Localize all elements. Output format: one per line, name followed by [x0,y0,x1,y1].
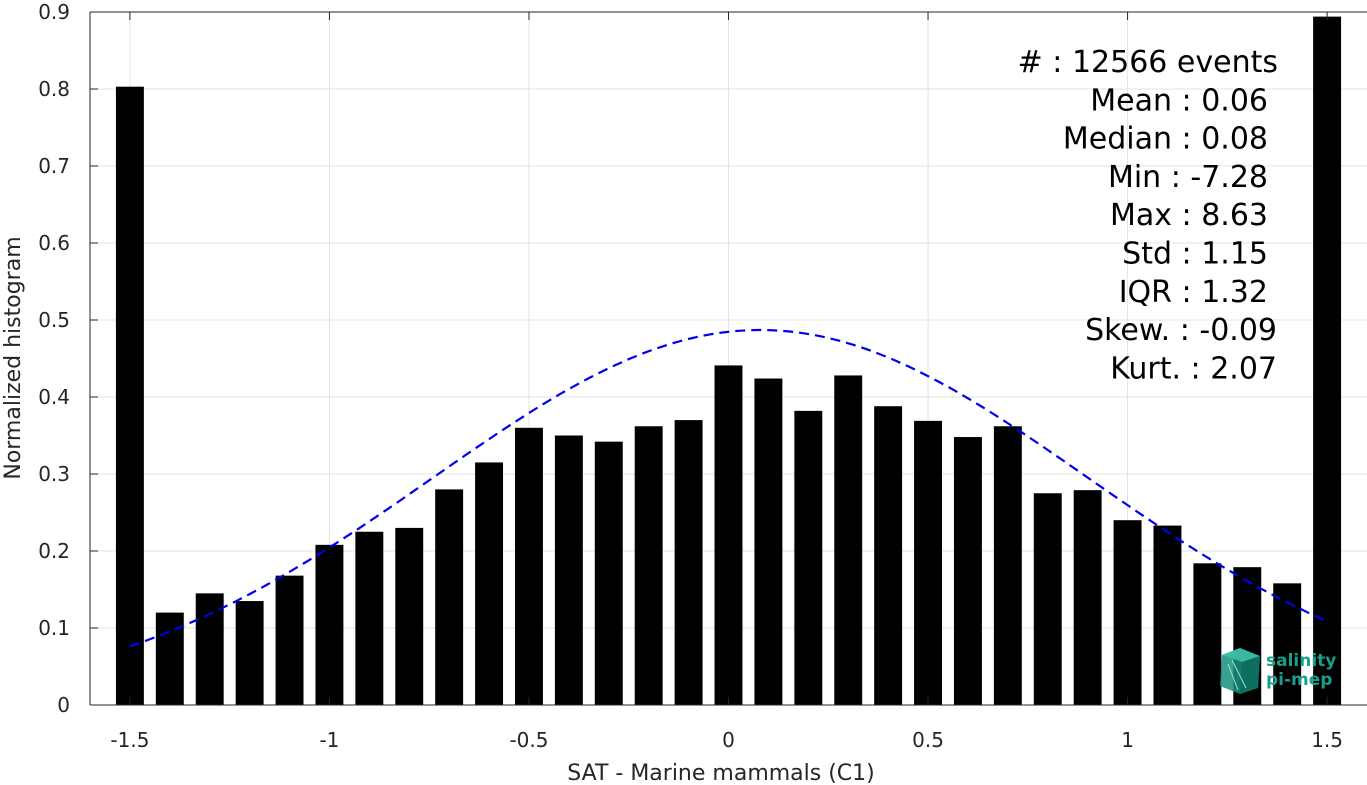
histogram-bar [395,527,424,705]
stats-line: Median : 0.08 [1063,122,1268,157]
stats-line: Std : 1.15 [1122,237,1268,272]
stats-line: Max : 8.63 [1110,198,1268,233]
histogram-bar [1113,520,1142,705]
y-tick-label: 0 [57,693,70,717]
histogram-bar [674,420,703,705]
x-tick-label: -0.5 [509,728,548,752]
y-tick-label: 0.8 [38,77,70,101]
y-tick-label: 0.9 [38,0,70,24]
histogram-bar [515,427,543,705]
stats-line: Skew. : -0.09 [1085,313,1277,348]
histogram-bar [993,426,1022,705]
histogram-bar [953,437,982,705]
x-tick-label: 0 [722,728,735,752]
fit-curve-layer [129,328,1328,648]
histogram-bar [554,435,583,705]
histogram-bar [1153,525,1182,705]
y-tick-label: 0.6 [38,231,70,255]
histogram-bar [355,531,384,705]
histogram-bar [475,462,504,705]
logo-cube-icon [1220,648,1260,694]
x-axis-ticks: -1.5 -1 -0.5 0 0.5 1 1.5 [110,12,1343,752]
y-axis-title: Normalized histogram [1,236,26,479]
histogram-bar [1073,490,1102,705]
y-axis-ticks: 0 0.1 0.2 0.3 0.4 0.5 0.6 0.7 0.8 0.9 [38,0,98,717]
histogram-bars [115,16,1342,706]
x-tick-label: 1.5 [1311,728,1343,752]
histogram-bar [1033,493,1062,705]
histogram-bar [874,406,903,705]
histogram-bar [794,410,823,705]
y-tick-label: 0.2 [38,539,70,563]
histogram-bar [834,375,863,705]
histogram-bar [315,544,344,705]
x-tick-label: -1 [319,728,339,752]
histogram-bar [235,601,264,705]
histogram-bar [435,489,464,705]
y-tick-label: 0.4 [38,385,70,409]
gaussian-fit-curve [129,328,1328,648]
y-tick-label: 0.5 [38,308,70,332]
histogram-bar [634,426,663,705]
x-axis-title: SAT - Marine mammals (C1) [567,761,875,785]
x-tick-label: 0.5 [912,728,944,752]
y-tick-label: 0.1 [38,616,70,640]
histogram-bar [914,420,942,705]
histogram-bar [594,441,623,705]
y-tick-label: 0.3 [38,462,70,486]
histogram-bar [714,365,743,705]
stats-line: IQR : 1.32 [1119,275,1268,310]
histogram-bar [1193,563,1222,705]
salinity-pi-mep-logo: salinity pi-mep [1220,648,1336,694]
stats-line: # : 12566 events [1018,45,1278,80]
histogram-bar [754,378,783,705]
y-tick-label: 0.7 [38,154,70,178]
histogram-bar [115,86,144,705]
histogram-bar [1313,16,1342,706]
histogram-bar [275,575,304,705]
logo-text-line1: salinity [1266,651,1336,671]
logo-text-line2: pi-mep [1266,670,1332,690]
histogram-bar [195,593,224,705]
stats-line: Kurt. : 2.07 [1110,351,1277,386]
x-tick-label: 1 [1121,728,1134,752]
stats-line: Mean : 0.06 [1090,83,1268,118]
x-tick-label: -1.5 [110,728,149,752]
stats-line: Min : -7.28 [1108,160,1268,195]
histogram-bar [1273,583,1302,705]
